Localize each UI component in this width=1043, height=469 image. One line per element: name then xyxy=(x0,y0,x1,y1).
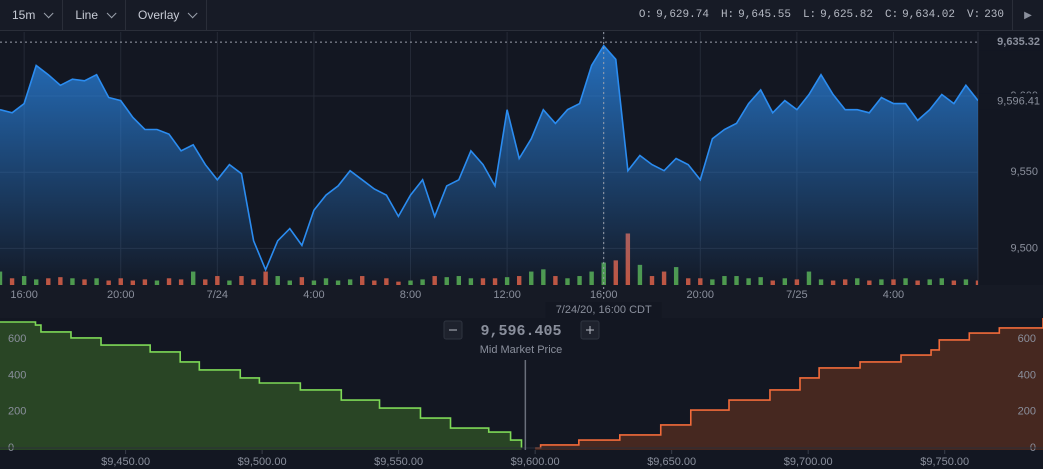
y-tick-label-right: 200 xyxy=(1018,406,1036,418)
crosshair-time-box xyxy=(545,302,662,318)
crosshair-time: 7/24/20, 16:00 CDT xyxy=(556,304,652,316)
ohlc-key: V: xyxy=(966,9,981,21)
y-tick-label: 600 xyxy=(8,333,26,345)
ohlc-key: O: xyxy=(638,9,653,21)
x-tick-label: 20:00 xyxy=(687,289,715,301)
depth-line xyxy=(535,318,1043,449)
y-tick-label-right: 400 xyxy=(1018,369,1036,381)
x-tick-label: 8:00 xyxy=(400,289,421,301)
depth-line xyxy=(0,321,523,449)
x-tick-label: $9,600.00 xyxy=(511,456,560,468)
x-tick-label: $9,750.00 xyxy=(920,456,969,468)
ohlc-key: L: xyxy=(802,9,817,21)
y-tick-label: 9,550 xyxy=(1010,166,1038,178)
ohlc-key: H: xyxy=(720,9,735,21)
ohlc-item: L: 9,625.82 xyxy=(803,9,873,21)
ohlc-value: 9,645.55 xyxy=(738,9,791,21)
style: Line xyxy=(75,8,99,22)
last-price: 9,596.41 xyxy=(997,95,1040,107)
price-area xyxy=(0,45,978,285)
x-tick-label: $9,700.00 xyxy=(784,456,833,468)
price-plot xyxy=(0,32,978,285)
x-tick-label: $9,550.00 xyxy=(374,456,423,468)
y-tick-label: 400 xyxy=(8,369,26,381)
x-tick-label: 4:00 xyxy=(883,289,904,301)
mid-label: Mid Market Price xyxy=(480,344,563,356)
ohlc-item: C: 9,634.02 xyxy=(885,9,955,21)
price-line xyxy=(0,44,978,272)
x-axis: 16:00 20:00 7/24 4:00 8:00 12:00 16:00 20:00 7/2… xyxy=(10,289,904,301)
ohlc-item: V: 230 xyxy=(967,9,1004,21)
y-tick-label-right: 600 xyxy=(1018,333,1036,345)
ohlc-key: C: xyxy=(884,9,899,21)
y-tick-label: 200 xyxy=(8,406,26,418)
style-button[interactable]: Line xyxy=(63,0,127,30)
ohlc-value: 230 xyxy=(984,9,1004,21)
toolbar: 15m Line Overlay O: 9,629.74 H: 9,645.55 L: 9… xyxy=(0,0,1043,31)
ohlc-value: 9,629.74 xyxy=(656,9,709,21)
x-tick-label: $9,450.00 xyxy=(101,456,150,468)
depth-area xyxy=(0,321,522,450)
x-tick-label: 12:00 xyxy=(493,289,521,301)
y-tick-label: 9,500 xyxy=(1010,242,1038,254)
depth-area xyxy=(535,318,1043,450)
play-button[interactable]: ▶ xyxy=(1012,0,1043,30)
ohlc-value: 9,634.02 xyxy=(902,9,955,21)
interval: 15m xyxy=(12,8,36,22)
x-tick-label: 7/25 xyxy=(786,289,807,301)
ohlc: O: 9,629.74 H: 9,645.55 L: 9,625.82 C: 9,634.02… xyxy=(639,9,1012,21)
axis-strip xyxy=(0,285,1043,318)
ohlc-item: H: 9,645.55 xyxy=(721,9,791,21)
crosshair-price: 9,635.32 xyxy=(997,36,1040,48)
mid-price: 9,596.405 xyxy=(480,323,561,340)
x-tick-label: $9,500.00 xyxy=(238,456,287,468)
x-tick-label: 16:00 xyxy=(10,289,38,301)
x-tick-label: 4:00 xyxy=(303,289,324,301)
plus-icon xyxy=(586,326,594,334)
overlay-button[interactable]: Overlay xyxy=(126,0,208,30)
last-price-box xyxy=(979,93,1043,110)
crosshair-price-box xyxy=(979,34,1043,51)
x-tick-label: 7/24 xyxy=(207,289,228,301)
x-tick-label: 16:00 xyxy=(590,289,618,301)
ohlc-value: 9,625.82 xyxy=(820,9,873,21)
x-tick-label: $9,650.00 xyxy=(647,456,696,468)
ohlc-item: O: 9,629.74 xyxy=(639,9,709,21)
interval-button[interactable]: 15m xyxy=(0,0,64,30)
overlay: Overlay xyxy=(138,8,180,22)
x-tick-label: 20:00 xyxy=(107,289,135,301)
